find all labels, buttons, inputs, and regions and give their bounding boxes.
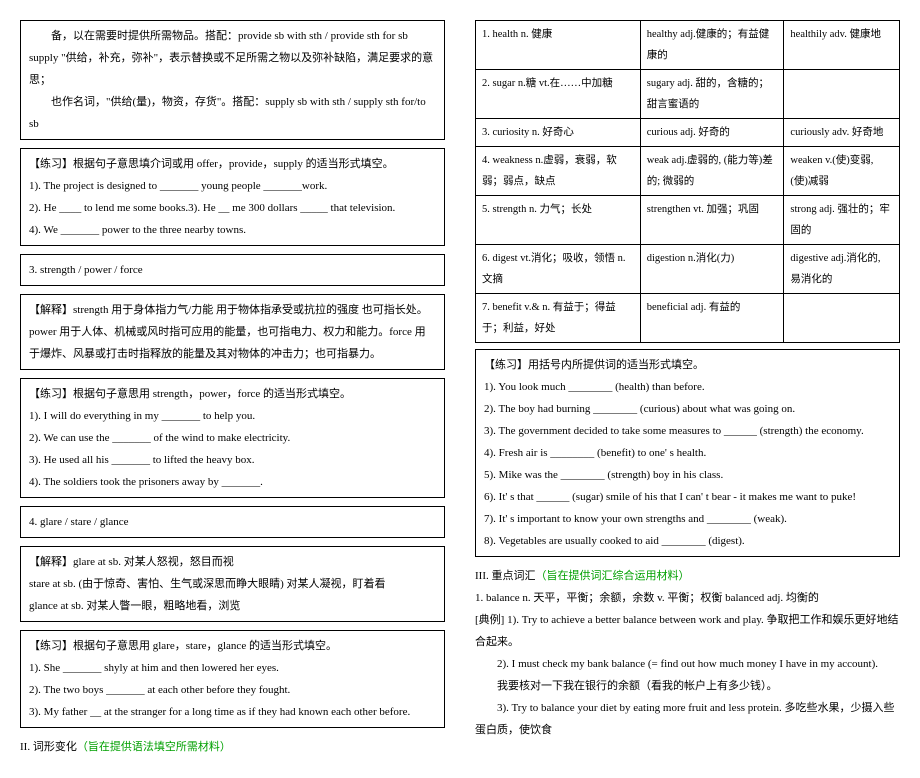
table-row: 5. strength n. 力气；长处strengthen vt. 加强；巩固…	[476, 196, 900, 245]
explain-box-2: 【解释】strength 用于身体指力气/力能 用于物体指承受或抗拉的强度 也可…	[20, 294, 445, 370]
table-cell: sugary adj. 甜的，含糖的；甜言蜜语的	[640, 70, 784, 119]
exercise-item: 2). He ____ to lend me some books.3). He…	[29, 197, 436, 219]
vocab-line: 2). I must check my bank balance (= find…	[475, 653, 900, 675]
table-row: 4. weakness n.虚弱，衰弱，软弱；弱点，缺点weak adj.虚弱的…	[476, 147, 900, 196]
exercise-item: 4). We _______ power to the three nearby…	[29, 219, 436, 241]
section-3-label: III. 重点词汇	[475, 570, 536, 582]
exercise-item: 5). Mike was the ________ (strength) boy…	[484, 464, 891, 486]
table-row: 3. curiosity n. 好奇心curious adj. 好奇的curio…	[476, 119, 900, 147]
section-2-label: II. 词形变化	[20, 741, 77, 753]
vocab-line: 3). Try to balance your diet by eating m…	[475, 697, 900, 741]
section-2-note: （旨在提供语法填空所需材料）	[77, 741, 231, 753]
section-2-heading: II. 词形变化（旨在提供语法填空所需材料）	[20, 736, 445, 758]
exercise-box-2: 【练习】根据句子意思用 strength，power，force 的适当形式填空…	[20, 378, 445, 498]
table-cell: curious adj. 好奇的	[640, 119, 784, 147]
heading-box-2: 3. strength / power / force	[20, 254, 445, 286]
table-cell: 3. curiosity n. 好奇心	[476, 119, 641, 147]
exercise-item: 3). The government decided to take some …	[484, 420, 891, 442]
exercise-item: 1). I will do everything in my _______ t…	[29, 405, 436, 427]
heading-box-3: 4. glare / stare / glance	[20, 506, 445, 538]
exercise-title: 【练习】根据句子意思用 strength，power，force 的适当形式填空…	[29, 383, 436, 405]
exercise-title: 【练习】用括号内所提供词的适当形式填空。	[484, 354, 891, 376]
table-cell: 6. digest vt.消化；吸收，领悟 n. 文摘	[476, 245, 641, 294]
exercise-item: 2). The two boys _______ at each other b…	[29, 679, 436, 701]
right-column: 1. health n. 健康healthy adj.健康的；有益健康的heal…	[475, 20, 900, 758]
text: stare at sb. (由于惊奇、害怕、生气或深思而睁大眼睛) 对某人凝视，…	[29, 573, 436, 595]
text: 【解释】glare at sb. 对某人怒视，怒目而视	[29, 551, 436, 573]
vocab-line: 1. balance n. 天平，平衡；余额，余数 v. 平衡；权衡 balan…	[475, 587, 900, 609]
left-column: 备，以在需要时提供所需物品。搭配：provide sb with sth / p…	[20, 20, 445, 758]
table-cell: curiously adv. 好奇地	[784, 119, 900, 147]
text: glance at sb. 对某人瞥一眼，粗略地看，浏览	[29, 595, 436, 617]
exercise-item: 7). It' s important to know your own str…	[484, 508, 891, 530]
text: supply "供给，补充，弥补"，表示替换或不足所需之物以及弥补缺陷，满足要求…	[29, 47, 436, 91]
word-form-table: 1. health n. 健康healthy adj.健康的；有益健康的heal…	[475, 20, 900, 343]
exercise-item: 2). We can use the _______ of the wind t…	[29, 427, 436, 449]
text: 备，以在需要时提供所需物品。搭配：provide sb with sth / p…	[29, 25, 436, 47]
table-cell: 1. health n. 健康	[476, 21, 641, 70]
table-cell: healthily adv. 健康地	[784, 21, 900, 70]
exercise-box-right: 【练习】用括号内所提供词的适当形式填空。 1). You look much _…	[475, 349, 900, 557]
text: 【解释】strength 用于身体指力气/力能 用于物体指承受或抗拉的强度 也可…	[29, 299, 436, 365]
text: 也作名词，"供给(量)，物资，存货"。搭配：supply sb with sth…	[29, 91, 436, 135]
explain-box-3: 【解释】glare at sb. 对某人怒视，怒目而视 stare at sb.…	[20, 546, 445, 622]
exercise-item: 2). The boy had burning ________ (curiou…	[484, 398, 891, 420]
table-cell: 5. strength n. 力气；长处	[476, 196, 641, 245]
table-cell: digestion n.消化(力)	[640, 245, 784, 294]
table-cell: weaken v.(使)变弱, (使)减弱	[784, 147, 900, 196]
table-cell: strong adj. 强壮的；牢固的	[784, 196, 900, 245]
exercise-item: 4). Fresh air is ________ (benefit) to o…	[484, 442, 891, 464]
table-cell: healthy adj.健康的；有益健康的	[640, 21, 784, 70]
table-cell: weak adj.虚弱的, (能力等)差的; 微弱的	[640, 147, 784, 196]
table-row: 1. health n. 健康healthy adj.健康的；有益健康的heal…	[476, 21, 900, 70]
table-cell: beneficial adj. 有益的	[640, 294, 784, 343]
table-row: 7. benefit v.& n. 有益于；得益于；利益，好处beneficia…	[476, 294, 900, 343]
exercise-item: 3). My father __ at the stranger for a l…	[29, 701, 436, 723]
exercise-title: 【练习】根据句子意思用 glare，stare，glance 的适当形式填空。	[29, 635, 436, 657]
exercise-item: 1). The project is designed to _______ y…	[29, 175, 436, 197]
table-cell: strengthen vt. 加强；巩固	[640, 196, 784, 245]
section-3-heading: III. 重点词汇（旨在提供词汇综合运用材料）	[475, 565, 900, 587]
exercise-item: 1). She _______ shyly at him and then lo…	[29, 657, 436, 679]
table-cell: 2. sugar n.糖 vt.在……中加糖	[476, 70, 641, 119]
section-3-note: （旨在提供词汇综合运用材料）	[536, 570, 690, 582]
table-cell: 7. benefit v.& n. 有益于；得益于；利益，好处	[476, 294, 641, 343]
vocab-line: [典例] 1). Try to achieve a better balance…	[475, 609, 900, 653]
table-cell	[784, 70, 900, 119]
table-row: 6. digest vt.消化；吸收，领悟 n. 文摘digestion n.消…	[476, 245, 900, 294]
explain-box-1: 备，以在需要时提供所需物品。搭配：provide sb with sth / p…	[20, 20, 445, 140]
table-cell: digestive adj.消化的, 易消化的	[784, 245, 900, 294]
table-cell: 4. weakness n.虚弱，衰弱，软弱；弱点，缺点	[476, 147, 641, 196]
table-cell	[784, 294, 900, 343]
exercise-item: 6). It' s that ______ (sugar) smile of h…	[484, 486, 891, 508]
exercise-item: 1). You look much ________ (health) than…	[484, 376, 891, 398]
table-row: 2. sugar n.糖 vt.在……中加糖sugary adj. 甜的，含糖的…	[476, 70, 900, 119]
exercise-item: 4). The soldiers took the prisoners away…	[29, 471, 436, 493]
exercise-box-1: 【练习】根据句子意思填介词或用 offer，provide，supply 的适当…	[20, 148, 445, 246]
exercise-title: 【练习】根据句子意思填介词或用 offer，provide，supply 的适当…	[29, 153, 436, 175]
exercise-box-3: 【练习】根据句子意思用 glare，stare，glance 的适当形式填空。 …	[20, 630, 445, 728]
vocab-line: 我要核对一下我在银行的余额（看我的帐户上有多少钱）。	[475, 675, 900, 697]
exercise-item: 8). Vegetables are usually cooked to aid…	[484, 530, 891, 552]
exercise-item: 3). He used all his _______ to lifted th…	[29, 449, 436, 471]
